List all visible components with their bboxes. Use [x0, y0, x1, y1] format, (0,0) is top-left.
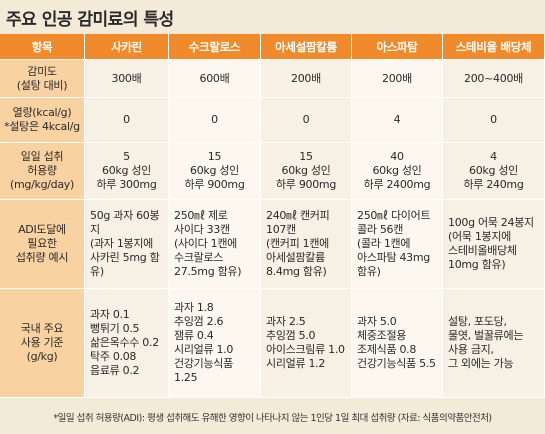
row-label-text: 일일 섭취 허용량 (mg/kg/day)	[10, 150, 74, 191]
table-cell: 300배	[85, 60, 169, 98]
cell-text: 250㎖ 다이어트 콜라 56캔 (콜라 1캔에 아스파탐 43mg 함유)	[357, 209, 431, 278]
row-label-text: 감미도 (설탕 대비)	[16, 64, 68, 92]
table-cell: 설탕, 포도당, 물엿, 벌꿀류에는 사용 금지, 그 외에는 가능	[443, 289, 545, 398]
cell-text: 과자 2.5 추잉껌 5.0 아이스크림류 1.0 시리얼류 1.2	[266, 315, 345, 370]
cell-text: 0	[123, 113, 130, 126]
cell-text: 250㎖ 제로 사이다 33캔 (사이다 1캔에 수크랄로스 27.5mg 함유…	[174, 209, 242, 278]
cell-text: 200배	[291, 71, 321, 85]
page-title: 주요 인공 감미료의 특성	[6, 10, 174, 30]
table-cell: 4 60kg 성인 하루 240mg	[443, 143, 545, 200]
cell-text: 50g 과자 60봉지 (과자 1봉지에 사카린 5mg 함유)	[90, 209, 160, 278]
table-cell: 240㎖ 캔커피 107캔 (캔커피 1캔에 아세설팜칼륨 8.4mg 함유)	[261, 200, 352, 289]
table-cell: 과자 1.8 추잉껌 2.6 잼류 0.4 시리얼류 1.0 건강기능식품 1.…	[169, 289, 261, 398]
row-label-text: 국내 주요 사용 기준 (g/kg)	[20, 322, 64, 363]
cell-text: 설탕, 포도당, 물엿, 벌꿀류에는 사용 금지, 그 외에는 가능	[448, 315, 524, 370]
table-cell: 0	[261, 98, 352, 143]
row-label-adi: 일일 섭취 허용량 (mg/kg/day)	[0, 143, 85, 200]
table-cell: 50g 과자 60봉지 (과자 1봉지에 사카린 5mg 함유)	[85, 200, 169, 289]
table-cell: 0	[85, 98, 169, 143]
table-cell: 0	[443, 98, 545, 143]
table-cell: 250㎖ 제로 사이다 33캔 (사이다 1캔에 수크랄로스 27.5mg 함유…	[169, 200, 261, 289]
cell-text: 600배	[199, 71, 230, 85]
table-cell: 과자 5.0 체중조절용 조제식품 0.8 건강기능식품 5.5	[352, 289, 443, 398]
table-cell: 과자 2.5 추잉껌 5.0 아이스크림류 1.0 시리얼류 1.2	[261, 289, 352, 398]
header-aspartame: 아스파탐	[352, 34, 443, 60]
cell-text: 100g 어묵 24봉지 (어묵 1봉지에 스테비올배당체 10mg 함유)	[448, 216, 534, 271]
cell-text: 200배	[382, 71, 412, 85]
cell-text: 0	[302, 113, 310, 126]
table-cell: 200배	[261, 60, 352, 98]
row-label-text: 열량(kcal/g) *설탕은 4kcal/g	[4, 106, 80, 133]
row-label-domestic-usage: 국내 주요 사용 기준 (g/kg)	[0, 289, 85, 398]
cell-text: 0	[490, 113, 497, 126]
table-cell: 0	[169, 98, 261, 143]
table-cell: 100g 어묵 24봉지 (어묵 1봉지에 스테비올배당체 10mg 함유)	[443, 200, 545, 289]
cell-text: 4 60kg 성인 하루 240mg	[463, 150, 524, 191]
table-cell: 200~400배	[443, 60, 545, 98]
header-sucralose: 수크랄로스	[169, 34, 261, 60]
table-cell: 250㎖ 다이어트 콜라 56캔 (콜라 1캔에 아스파탐 43mg 함유)	[352, 200, 443, 289]
header-saccharin: 사카린	[85, 34, 169, 60]
row-label-adi-example: ADI도달에 필요한 섭취량 예시	[0, 200, 85, 289]
cell-text: 15 60kg 성인 하루 900mg	[184, 150, 245, 191]
footnote-text: *일일 섭취 허용량(ADI): 평생 섭취해도 유해한 영향이 나타나지 않는…	[53, 413, 492, 424]
cell-text: 과자 0.1 뻥튀기 0.5 삶은옥수수 0.2 탁주 0.08 음료류 0.2	[90, 308, 159, 377]
cell-text: 300배	[111, 71, 142, 85]
table-cell: 200배	[352, 60, 443, 98]
cell-text: 과자 1.8 추잉껌 2.6 잼류 0.4 시리얼류 1.0 건강기능식품 1.…	[174, 301, 234, 384]
cell-text: 40 60kg 성인 하루 2400mg	[363, 150, 431, 191]
cell-text: 0	[211, 113, 218, 126]
table-cell: 15 60kg 성인 하루 900mg	[169, 143, 261, 200]
row-label-sweetness: 감미도 (설탕 대비)	[0, 60, 85, 98]
table-cell: 600배	[169, 60, 261, 98]
table-cell: 4	[352, 98, 443, 143]
header-item: 항목	[0, 34, 85, 60]
cell-text: 과자 5.0 체중조절용 조제식품 0.8 건강기능식품 5.5	[357, 315, 436, 370]
row-label-calories: 열량(kcal/g) *설탕은 4kcal/g	[0, 98, 85, 143]
cell-text: 200~400배	[464, 71, 523, 85]
table-cell: 15 60kg 성인 하루 900mg	[261, 143, 352, 200]
cell-text: 240㎖ 캔커피 107캔 (캔커피 1캔에 아세설팜칼륨 8.4mg 함유)	[266, 209, 330, 278]
table-cell: 과자 0.1 뻥튀기 0.5 삶은옥수수 0.2 탁주 0.08 음료류 0.2	[85, 289, 169, 398]
cell-text: 4	[393, 113, 401, 126]
footnote: *일일 섭취 허용량(ADI): 평생 섭취해도 유해한 영향이 나타나지 않는…	[0, 400, 545, 434]
sweetener-table: 항목 사카린 수크랄로스 아세설팜칼륨 아스파탐 스테비올 배당체 감미도 (설…	[0, 34, 545, 398]
table-cell: 40 60kg 성인 하루 2400mg	[352, 143, 443, 200]
cell-text: 15 60kg 성인 하루 900mg	[275, 150, 337, 191]
header-acesulfame-k: 아세설팜칼륨	[261, 34, 352, 60]
header-steviol-glycosides: 스테비올 배당체	[443, 34, 545, 60]
table-cell: 5 60kg 성인 하루 300mg	[85, 143, 169, 200]
cell-text: 5 60kg 성인 하루 300mg	[96, 150, 157, 191]
row-label-text: ADI도달에 필요한 섭취량 예시	[15, 223, 69, 264]
